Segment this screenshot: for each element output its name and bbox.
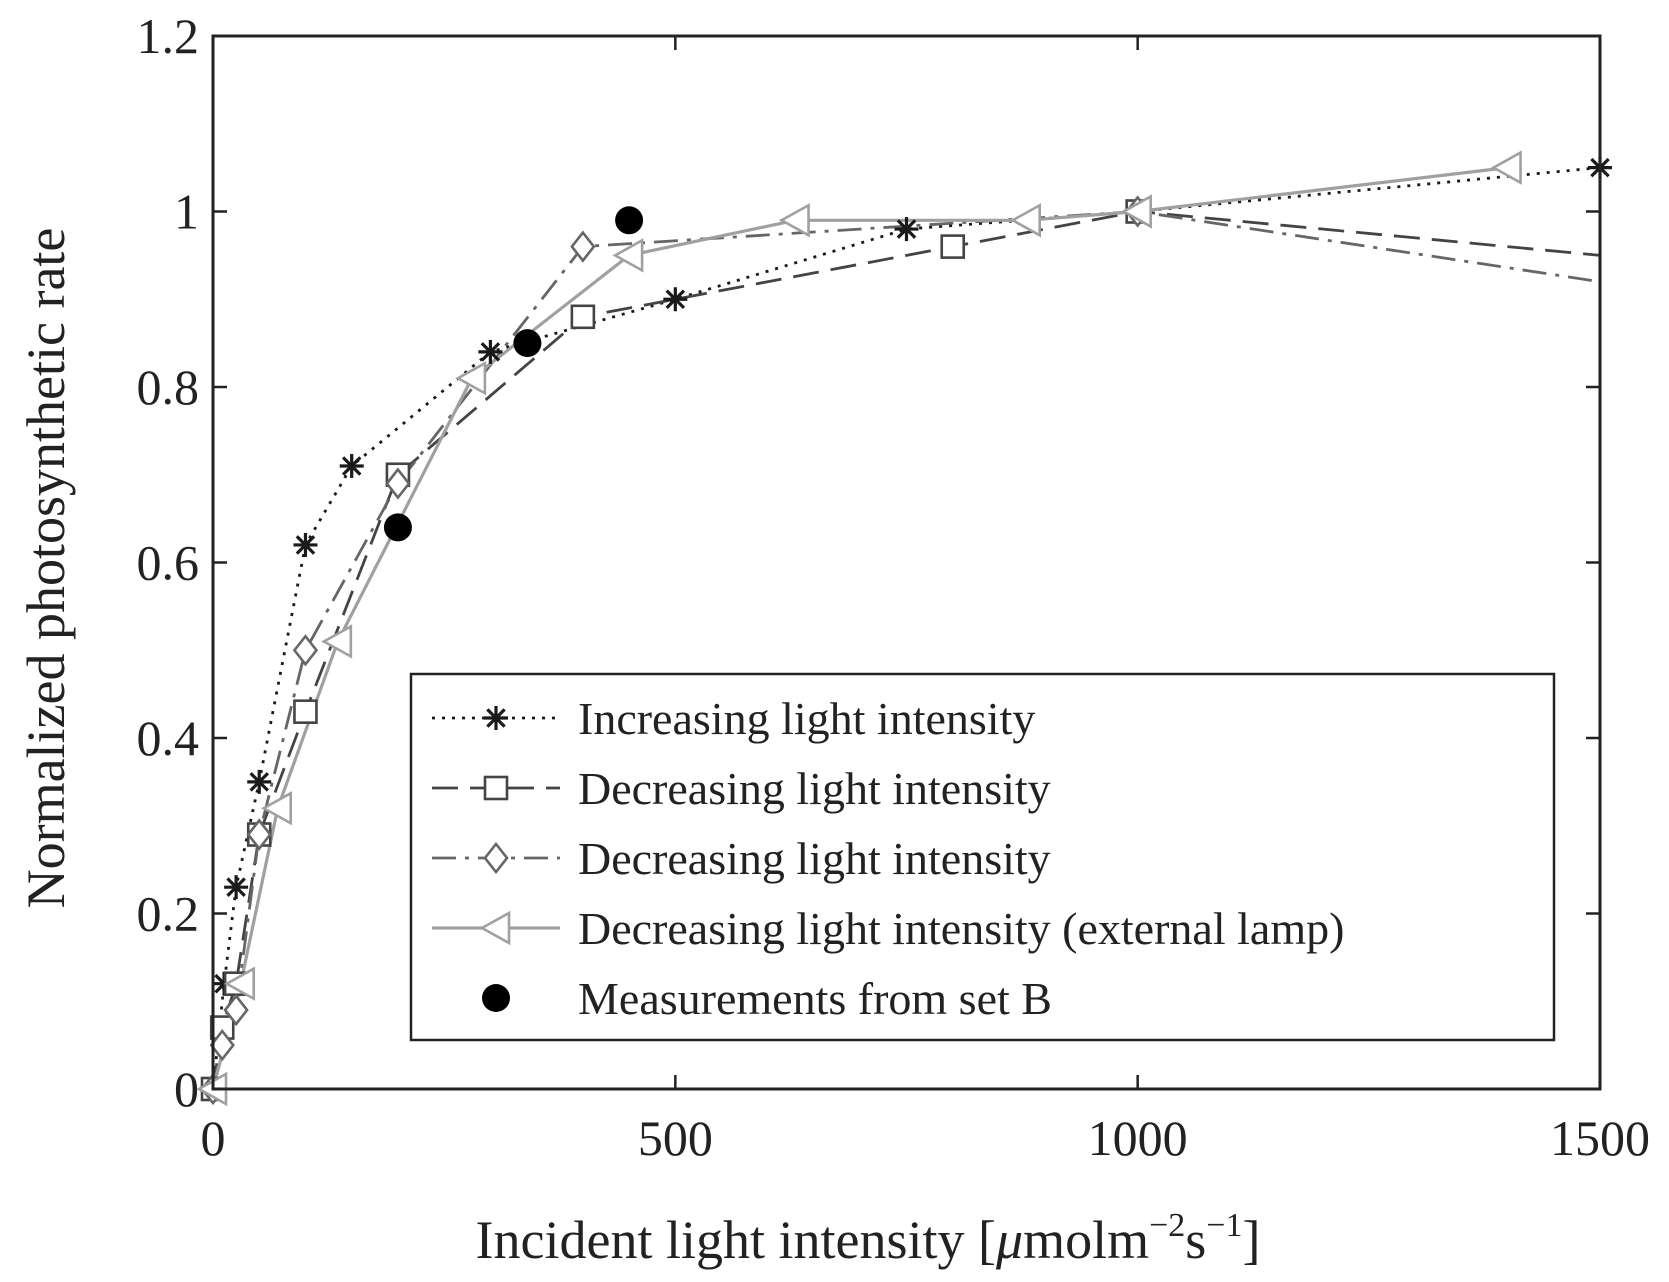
series-0-point <box>339 453 364 478</box>
series-3-point <box>321 624 353 659</box>
y-tick-label: 0.8 <box>137 359 200 415</box>
series-4-point <box>615 206 644 235</box>
series-4-point <box>513 329 542 358</box>
legend-marker-sample <box>483 841 509 875</box>
series-2-point <box>209 1029 235 1062</box>
series-3-point <box>224 966 256 1001</box>
series-2-point <box>292 634 319 667</box>
x-tick-label: 1000 <box>1088 1110 1188 1166</box>
series-3-point <box>612 238 644 273</box>
legend-samples <box>432 706 560 1012</box>
y-tick-label: 1.2 <box>137 8 200 64</box>
series-1-point <box>293 699 318 724</box>
series-2-point <box>223 993 249 1027</box>
series-line-0 <box>211 166 1601 1090</box>
series-3-point <box>778 203 810 238</box>
x-tick-label: 1500 <box>1550 1110 1650 1166</box>
series-4-point <box>383 513 412 542</box>
series-2-point <box>246 818 272 851</box>
series-2-point <box>570 230 596 263</box>
x-axis-label: Incident light intensity [μmolm−2s−1] <box>476 1207 1261 1270</box>
axis-ticks <box>211 34 1602 1091</box>
legend-marker-sample <box>483 775 509 801</box>
y-tick-label: 0.4 <box>137 710 200 766</box>
legend-marker-sample <box>479 910 511 946</box>
series-line-3 <box>211 166 1508 1090</box>
series-3-point <box>261 790 293 826</box>
legend-entry-decreasing-squares: Decreasing light intensity <box>578 763 1051 814</box>
legend-entry-decreasing-diamonds: Decreasing light intensity <box>578 833 1051 884</box>
series-3-point <box>1010 203 1042 238</box>
series-1-point <box>570 304 596 330</box>
x-tick-label: 0 <box>201 1110 226 1166</box>
series-0-point <box>247 769 272 794</box>
series-3-point <box>1490 150 1522 185</box>
series-1-point <box>940 234 966 259</box>
legend-marker-sample <box>484 706 508 730</box>
series-0-point <box>224 875 249 900</box>
x-tick-labels: 0 500 1000 1500 <box>201 1110 1651 1166</box>
y-tick-label: 0.2 <box>137 886 200 942</box>
y-tick-label: 0 <box>174 1061 199 1117</box>
legend-entry-external-lamp: Decreasing light intensity (external lam… <box>578 903 1344 954</box>
series-0-point <box>478 339 503 364</box>
legend-box <box>409 672 1556 1042</box>
legend-marker-sample <box>482 984 510 1012</box>
series-3-point <box>1120 194 1152 229</box>
series-3-point <box>455 361 487 396</box>
series-markers <box>196 150 1612 1107</box>
y-tick-labels: 0 0.2 0.4 0.6 0.8 1 1.2 <box>137 8 200 1117</box>
legend: Increasing light intensity Decreasing li… <box>409 672 1556 1042</box>
legend-entry-set-b: Measurements from set B <box>578 973 1052 1024</box>
series-0-point <box>293 532 318 557</box>
y-axis-label: Normalized photosynthetic rate <box>16 228 76 909</box>
y-tick-label: 0.6 <box>137 535 200 591</box>
x-tick-label: 500 <box>638 1110 713 1166</box>
series-0-point <box>663 287 688 312</box>
legend-entry-increasing: Increasing light intensity <box>578 693 1035 744</box>
y-tick-label: 1 <box>174 184 199 240</box>
series-0-point <box>894 217 919 242</box>
series-2-point <box>385 467 411 500</box>
